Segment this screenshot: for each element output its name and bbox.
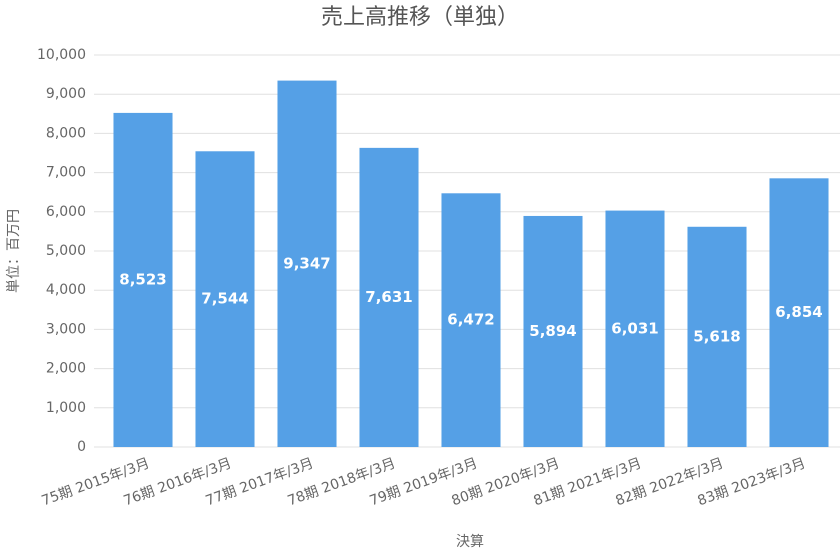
y-tick-label: 1,000 (46, 400, 86, 416)
bar (359, 147, 419, 447)
y-tick-label: 10,000 (37, 47, 86, 63)
bar (113, 112, 173, 447)
bar (687, 226, 747, 447)
bar (605, 210, 665, 447)
data-label: 5,894 (529, 322, 576, 340)
data-label: 9,347 (283, 254, 330, 272)
y-axis-label: 単位：百万円 (6, 209, 22, 293)
y-tick-label: 5,000 (46, 243, 86, 259)
bar (523, 215, 583, 447)
y-tick-label: 8,000 (46, 125, 86, 141)
data-label: 6,472 (447, 311, 494, 329)
data-label: 8,523 (119, 270, 166, 288)
y-tick-label: 7,000 (46, 165, 86, 181)
data-label: 7,544 (201, 290, 248, 308)
y-tick-label: 0 (77, 439, 86, 455)
data-label: 6,031 (611, 319, 658, 337)
x-axis-label: 決算 (456, 534, 484, 550)
bar (441, 193, 501, 447)
bar (769, 178, 829, 448)
y-tick-label: 4,000 (46, 282, 86, 298)
y-tick-label: 3,000 (46, 321, 86, 337)
data-label: 6,854 (775, 303, 822, 321)
y-tick-label: 2,000 (46, 361, 86, 377)
y-tick-label: 6,000 (46, 204, 86, 220)
bar (277, 80, 337, 448)
data-label: 5,618 (693, 327, 740, 345)
y-tick-label: 9,000 (46, 86, 86, 102)
bar (195, 151, 255, 447)
data-label: 7,631 (365, 288, 412, 306)
chart-title: 売上高推移（単独） (321, 5, 519, 30)
